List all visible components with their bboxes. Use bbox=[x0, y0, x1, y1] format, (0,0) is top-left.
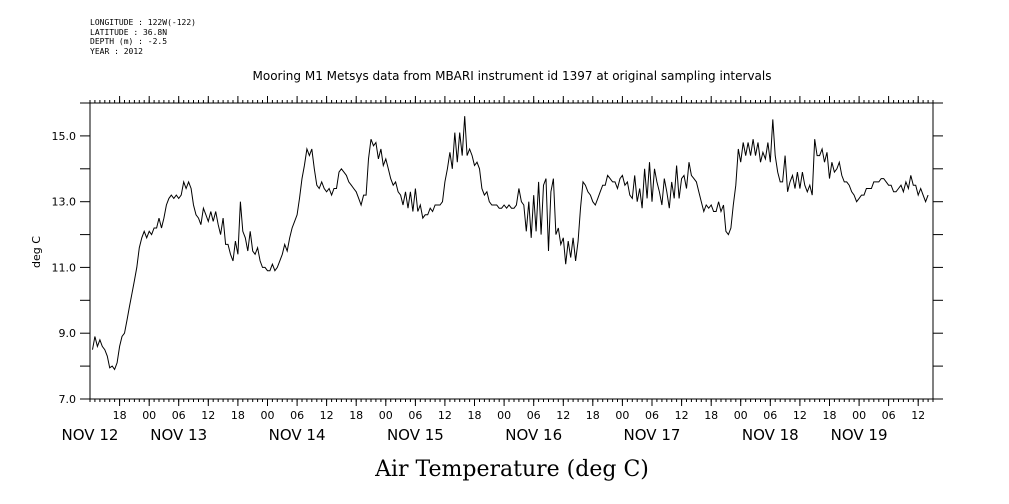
y-tick-label: 9.0 bbox=[59, 327, 77, 340]
header-metadata: LONGITUDE : 122W(-122) LATITUDE : 36.8N … bbox=[90, 18, 196, 56]
x-tick-label: 18 bbox=[586, 409, 600, 422]
day-label: NOV 18 bbox=[742, 426, 799, 444]
x-tick-label: 00 bbox=[497, 409, 511, 422]
latitude-label: LATITUDE : 36.8N bbox=[90, 27, 168, 37]
x-axis-day-labels: NOV 12 NOV 13 NOV 14 NOV 15 NOV 16 NOV 17 NOV … bbox=[62, 426, 888, 444]
x-tick-label: 12 bbox=[793, 409, 807, 422]
x-tick-label: 12 bbox=[911, 409, 925, 422]
x-tick-label: 06 bbox=[172, 409, 186, 422]
x-tick-label: 12 bbox=[201, 409, 215, 422]
year-label: YEAR : 2012 bbox=[90, 46, 143, 56]
x-tick-label: 06 bbox=[290, 409, 304, 422]
x-tick-label: 18 bbox=[349, 409, 363, 422]
day-label: NOV 19 bbox=[831, 426, 888, 444]
x-tick-label: 06 bbox=[408, 409, 422, 422]
x-tick-label: 18 bbox=[231, 409, 245, 422]
x-tick-label: 12 bbox=[556, 409, 570, 422]
x-minor-ticks bbox=[89, 100, 934, 402]
x-tick-label: 18 bbox=[468, 409, 482, 422]
day-label: NOV 14 bbox=[269, 426, 326, 444]
x-tick-label: 00 bbox=[379, 409, 393, 422]
x-tick-label: 00 bbox=[142, 409, 156, 422]
x-axis-ticks: 18 00 06 12 18 00 06 12 18 00 06 12 18 00 06 12 18 00 06 12… bbox=[113, 96, 925, 422]
y-tick-label: 11.0 bbox=[52, 261, 77, 274]
y-axis-ticks: 7.0 9.0 11.0 13.0 15.0 bbox=[52, 102, 943, 406]
x-tick-label: 06 bbox=[882, 409, 896, 422]
x-tick-label: 06 bbox=[763, 409, 777, 422]
day-label: NOV 16 bbox=[505, 426, 562, 444]
x-tick-label: 12 bbox=[675, 409, 689, 422]
chart-title: Mooring M1 Metsys data from MBARI instru… bbox=[253, 69, 772, 83]
depth-label: DEPTH (m) : -2.5 bbox=[90, 37, 168, 46]
y-tick-label: 13.0 bbox=[52, 196, 77, 209]
day-label: NOV 15 bbox=[387, 426, 444, 444]
x-tick-label: 00 bbox=[852, 409, 866, 422]
x-tick-label: 06 bbox=[527, 409, 541, 422]
x-tick-label: 00 bbox=[734, 409, 748, 422]
x-tick-label: 18 bbox=[823, 409, 837, 422]
x-tick-label: 06 bbox=[645, 409, 659, 422]
plot-frame bbox=[89, 102, 934, 400]
y-axis-label: deg C bbox=[30, 236, 43, 268]
x-axis-title: Air Temperature (deg C) bbox=[374, 457, 649, 482]
x-tick-label: 12 bbox=[438, 409, 452, 422]
x-tick-label: 18 bbox=[704, 409, 718, 422]
day-label: NOV 13 bbox=[150, 426, 207, 444]
series-line bbox=[92, 116, 929, 371]
x-tick-label: 18 bbox=[113, 409, 127, 422]
y-tick-label: 7.0 bbox=[59, 393, 77, 406]
y-tick-label: 15.0 bbox=[52, 130, 77, 143]
x-tick-label: 00 bbox=[261, 409, 275, 422]
day-label: NOV 17 bbox=[624, 426, 681, 444]
x-tick-label: 00 bbox=[615, 409, 629, 422]
x-tick-label: 12 bbox=[320, 409, 334, 422]
day-label: NOV 12 bbox=[62, 426, 119, 444]
longitude-label: LONGITUDE : 122W(-122) bbox=[90, 18, 196, 27]
